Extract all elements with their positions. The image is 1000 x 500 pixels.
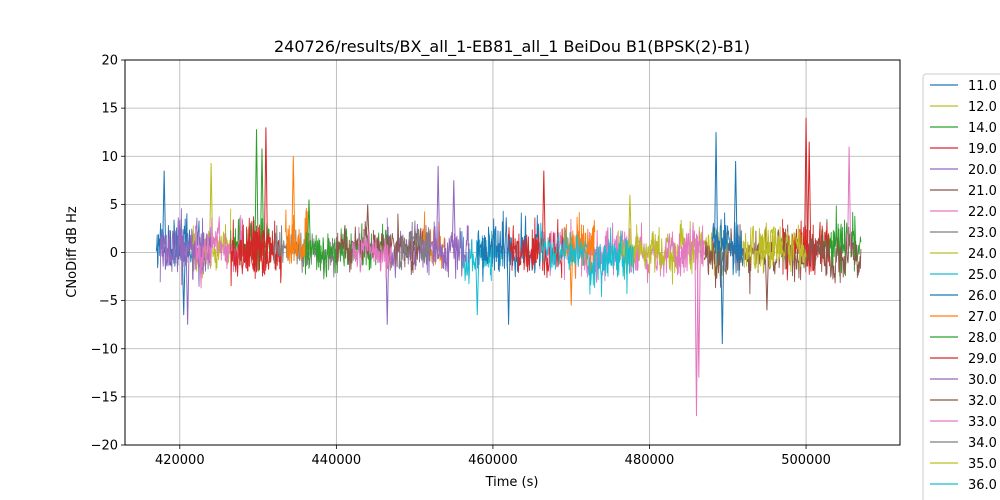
legend-entry: 25.0 (968, 268, 997, 283)
y-tick-label: 5 (110, 198, 118, 213)
series-line (539, 222, 588, 271)
series-spike (764, 255, 769, 311)
series-spike (627, 194, 632, 248)
series-spike (162, 170, 167, 250)
legend-entry: 24.0 (968, 247, 997, 262)
series-spike (181, 249, 186, 316)
y-tick-label: −10 (91, 342, 118, 357)
series-line (398, 220, 431, 271)
x-axis: 420000 440000 460000 480000 500000 (155, 445, 831, 468)
series-line (586, 227, 635, 297)
series-line (711, 212, 744, 277)
series-spike (451, 180, 456, 248)
chart-title: 240726/results/BX_all_1-EB81_all_1 BeiDo… (274, 37, 750, 57)
series-29.0 (230, 170, 564, 287)
series-line (230, 219, 275, 287)
legend-entry: 19.0 (968, 142, 997, 157)
legend-entry: 34.0 (968, 436, 997, 451)
series-spike (185, 247, 190, 325)
series-line (562, 212, 596, 278)
series-spike (804, 117, 809, 248)
x-tick-label: 420000 (155, 453, 205, 468)
series-33.0 (351, 226, 392, 279)
legend-entry: 27.0 (968, 310, 997, 325)
legend-entry: 32.0 (968, 394, 997, 409)
series-spike (733, 161, 738, 248)
series-spike (436, 165, 441, 248)
legend-entry: 33.0 (968, 415, 997, 430)
series-line (351, 226, 392, 279)
series-spike (720, 247, 725, 344)
legend-entry: 11.0 (968, 79, 997, 94)
y-tick-label: 10 (101, 150, 118, 165)
legend-entry: 36.0 (968, 478, 997, 493)
series-layer (155, 117, 862, 417)
series-line (335, 213, 423, 276)
legend-entry: 28.0 (968, 331, 997, 346)
series-spike (807, 141, 812, 248)
legend-entry: 30.0 (968, 373, 997, 388)
y-axis-label: CNoDiff dB Hz (65, 206, 80, 298)
series-spike (541, 170, 546, 253)
series-36.0 (539, 222, 588, 271)
series-line (285, 208, 310, 265)
x-tick-label: 440000 (312, 453, 362, 468)
legend-entry: 22.0 (968, 205, 997, 220)
series-line (159, 208, 212, 287)
series-line (617, 224, 666, 275)
series-line (758, 222, 784, 269)
series-24.0 (617, 194, 807, 275)
legend-entry: 20.0 (968, 163, 997, 178)
y-axis: −20 −15 −10 −5 0 5 10 15 20 (91, 54, 125, 454)
legend-entry: 21.0 (968, 184, 997, 199)
series-26.0 (476, 132, 744, 344)
x-tick-label: 500000 (781, 453, 831, 468)
y-tick-label: −15 (91, 390, 118, 405)
series-spike (263, 127, 268, 248)
series-34.0 (398, 220, 431, 271)
series-32.0 (335, 204, 423, 276)
series-line (508, 217, 564, 279)
series-spike (254, 129, 259, 245)
x-axis-label: Time (s) (485, 475, 539, 490)
legend-entry: 14.0 (968, 121, 997, 136)
legend-entry: 29.0 (968, 352, 997, 367)
series-spike (475, 257, 480, 316)
y-tick-label: −20 (91, 439, 118, 454)
series-spike (306, 199, 311, 251)
series-spike (259, 148, 264, 245)
legend-box (922, 73, 1000, 500)
series-spike (696, 249, 701, 378)
y-tick-label: 0 (110, 246, 118, 261)
legend-entry: 35.0 (968, 457, 997, 472)
series-spike (291, 156, 296, 243)
series-35.0 (758, 222, 784, 269)
series-spike (365, 204, 370, 245)
y-tick-label: 15 (101, 102, 118, 117)
legend-entry: 26.0 (968, 289, 997, 304)
legend: 11.0 12.0 14.0 19.0 20.0 21.0 22.0 23.0 24.0 25.0… (922, 73, 1000, 500)
legend-entry: 23.0 (968, 226, 997, 241)
legend-entry: 12.0 (968, 100, 997, 115)
series-20.0 (159, 208, 212, 325)
x-tick-label: 460000 (468, 453, 518, 468)
series-spike (714, 132, 719, 248)
series-line (742, 224, 807, 274)
y-tick-label: −5 (99, 294, 118, 309)
series-spike (506, 247, 511, 325)
series-spike (847, 146, 852, 250)
x-tick-label: 480000 (625, 453, 675, 468)
y-tick-label: 20 (101, 54, 118, 69)
